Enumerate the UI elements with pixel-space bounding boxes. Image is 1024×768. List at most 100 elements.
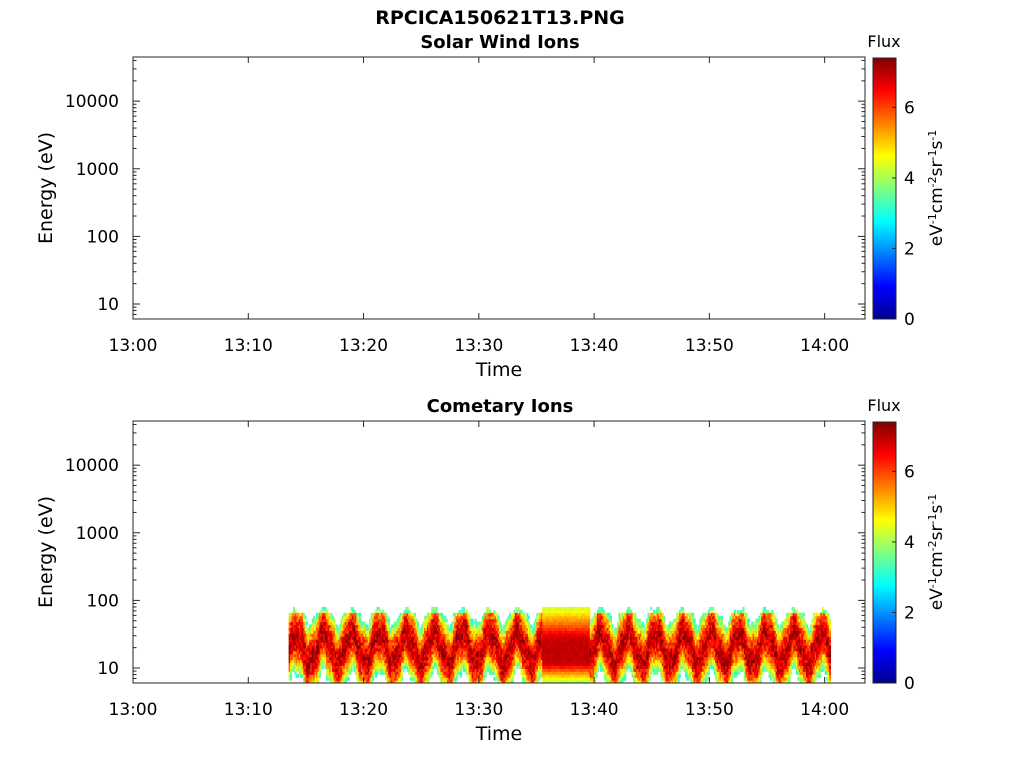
heatmap-cell: [330, 674, 333, 678]
heatmap-cell: [390, 644, 393, 649]
heatmap-cell: [575, 671, 578, 675]
heatmap-cell: [377, 630, 380, 634]
heatmap-cell: [398, 615, 401, 620]
heatmap-cell: [562, 630, 565, 634]
heatmap-cell: [504, 680, 507, 683]
heatmap-cell: [331, 650, 334, 655]
heatmap-cell: [292, 662, 295, 667]
heatmap-cell: [390, 653, 393, 658]
heatmap-cell: [409, 627, 412, 631]
heatmap-cell: [486, 656, 489, 661]
heatmap-cell: [565, 621, 568, 626]
heatmap-cell: [451, 680, 454, 683]
heatmap-cell: [509, 674, 512, 678]
heatmap-cell: [424, 618, 427, 623]
heatmap-cell: [395, 671, 398, 675]
heatmap-cell: [303, 680, 306, 683]
heatmap-cell: [301, 662, 304, 667]
heatmap-cell: [426, 615, 429, 620]
heatmap-cell: [542, 624, 545, 629]
heatmap-cell: [330, 630, 333, 634]
heatmap-cell: [290, 615, 293, 620]
heatmap-cell: [506, 650, 509, 655]
heatmap-cell: [438, 627, 441, 631]
heatmap-cell: [336, 662, 339, 667]
heatmap-cell: [444, 656, 447, 661]
heatmap-cell: [552, 677, 555, 681]
heatmap-cell: [519, 621, 522, 626]
heatmap-cell: [494, 627, 497, 631]
heatmap-cell: [341, 677, 344, 681]
heatmap-cell: [352, 630, 355, 634]
heatmap-cell: [526, 633, 529, 637]
heatmap-cell: [526, 639, 529, 643]
heatmap-cell: [353, 665, 356, 669]
heatmap-cell: [513, 621, 516, 626]
heatmap-cell: [370, 624, 373, 629]
heatmap-cell: [553, 677, 556, 681]
heatmap-cell: [415, 677, 418, 681]
heatmap-cell: [347, 644, 350, 649]
heatmap-cell: [566, 633, 569, 637]
heatmap-cell: [341, 627, 344, 631]
heatmap-cell: [536, 680, 539, 683]
heatmap-cell: [369, 636, 372, 640]
heatmap-cell: [511, 650, 515, 655]
heatmap-cell: [526, 647, 529, 652]
heatmap-cell: [356, 630, 359, 634]
heatmap-cell: [556, 662, 559, 667]
heatmap-cell: [516, 639, 519, 643]
heatmap-cell: [500, 633, 503, 637]
heatmap-cell: [350, 636, 353, 640]
heatmap-cell: [579, 656, 582, 661]
heatmap-cell: [303, 633, 306, 637]
heatmap-cell: [408, 668, 411, 672]
heatmap-cell: [372, 630, 375, 634]
heatmap-cell: [304, 677, 307, 681]
heatmap-cell: [393, 662, 396, 667]
heatmap-cell: [441, 668, 444, 672]
heatmap-cell: [579, 615, 582, 620]
heatmap-cell: [359, 680, 362, 683]
heatmap-cell: [451, 653, 454, 658]
heatmap-cell: [290, 642, 293, 646]
heatmap-cell: [379, 644, 382, 649]
heatmap-cell: [487, 662, 490, 667]
heatmap-cell: [533, 627, 536, 631]
heatmap-cell: [349, 630, 352, 634]
heatmap-cell: [369, 680, 372, 683]
heatmap-cell: [454, 671, 457, 675]
heatmap-cell: [514, 653, 517, 658]
heatmap-cell: [380, 668, 383, 672]
heatmap-cell: [290, 659, 293, 664]
heatmap-cell: [497, 642, 500, 646]
heatmap-cell: [292, 636, 295, 640]
heatmap-cell: [559, 656, 562, 661]
heatmap-cell: [553, 674, 556, 678]
heatmap-cell: [506, 633, 509, 637]
heatmap-cell: [542, 662, 545, 667]
heatmap-cell: [457, 650, 460, 655]
heatmap-cell: [510, 659, 513, 664]
heatmap-cell: [573, 621, 576, 626]
heatmap-cell: [390, 624, 393, 629]
heatmap-cell: [386, 621, 389, 626]
heatmap-cell: [336, 627, 339, 631]
heatmap-cell: [536, 662, 539, 667]
heatmap-cell: [354, 656, 357, 661]
heatmap-cell: [386, 653, 389, 658]
heatmap-cell: [559, 680, 562, 683]
heatmap-cell: [562, 615, 565, 620]
heatmap-cell: [483, 647, 486, 652]
heatmap-cell: [372, 633, 375, 637]
heatmap-cell: [454, 630, 457, 634]
heatmap-cell: [566, 659, 569, 664]
heatmap-cell: [331, 665, 334, 669]
heatmap-cell: [385, 659, 388, 664]
heatmap-cell: [547, 639, 551, 643]
heatmap-cell: [536, 618, 539, 623]
heatmap-cell: [462, 659, 466, 664]
heatmap-cell: [350, 650, 353, 655]
heatmap-cell: [511, 612, 515, 617]
heatmap-cell: [488, 615, 491, 620]
